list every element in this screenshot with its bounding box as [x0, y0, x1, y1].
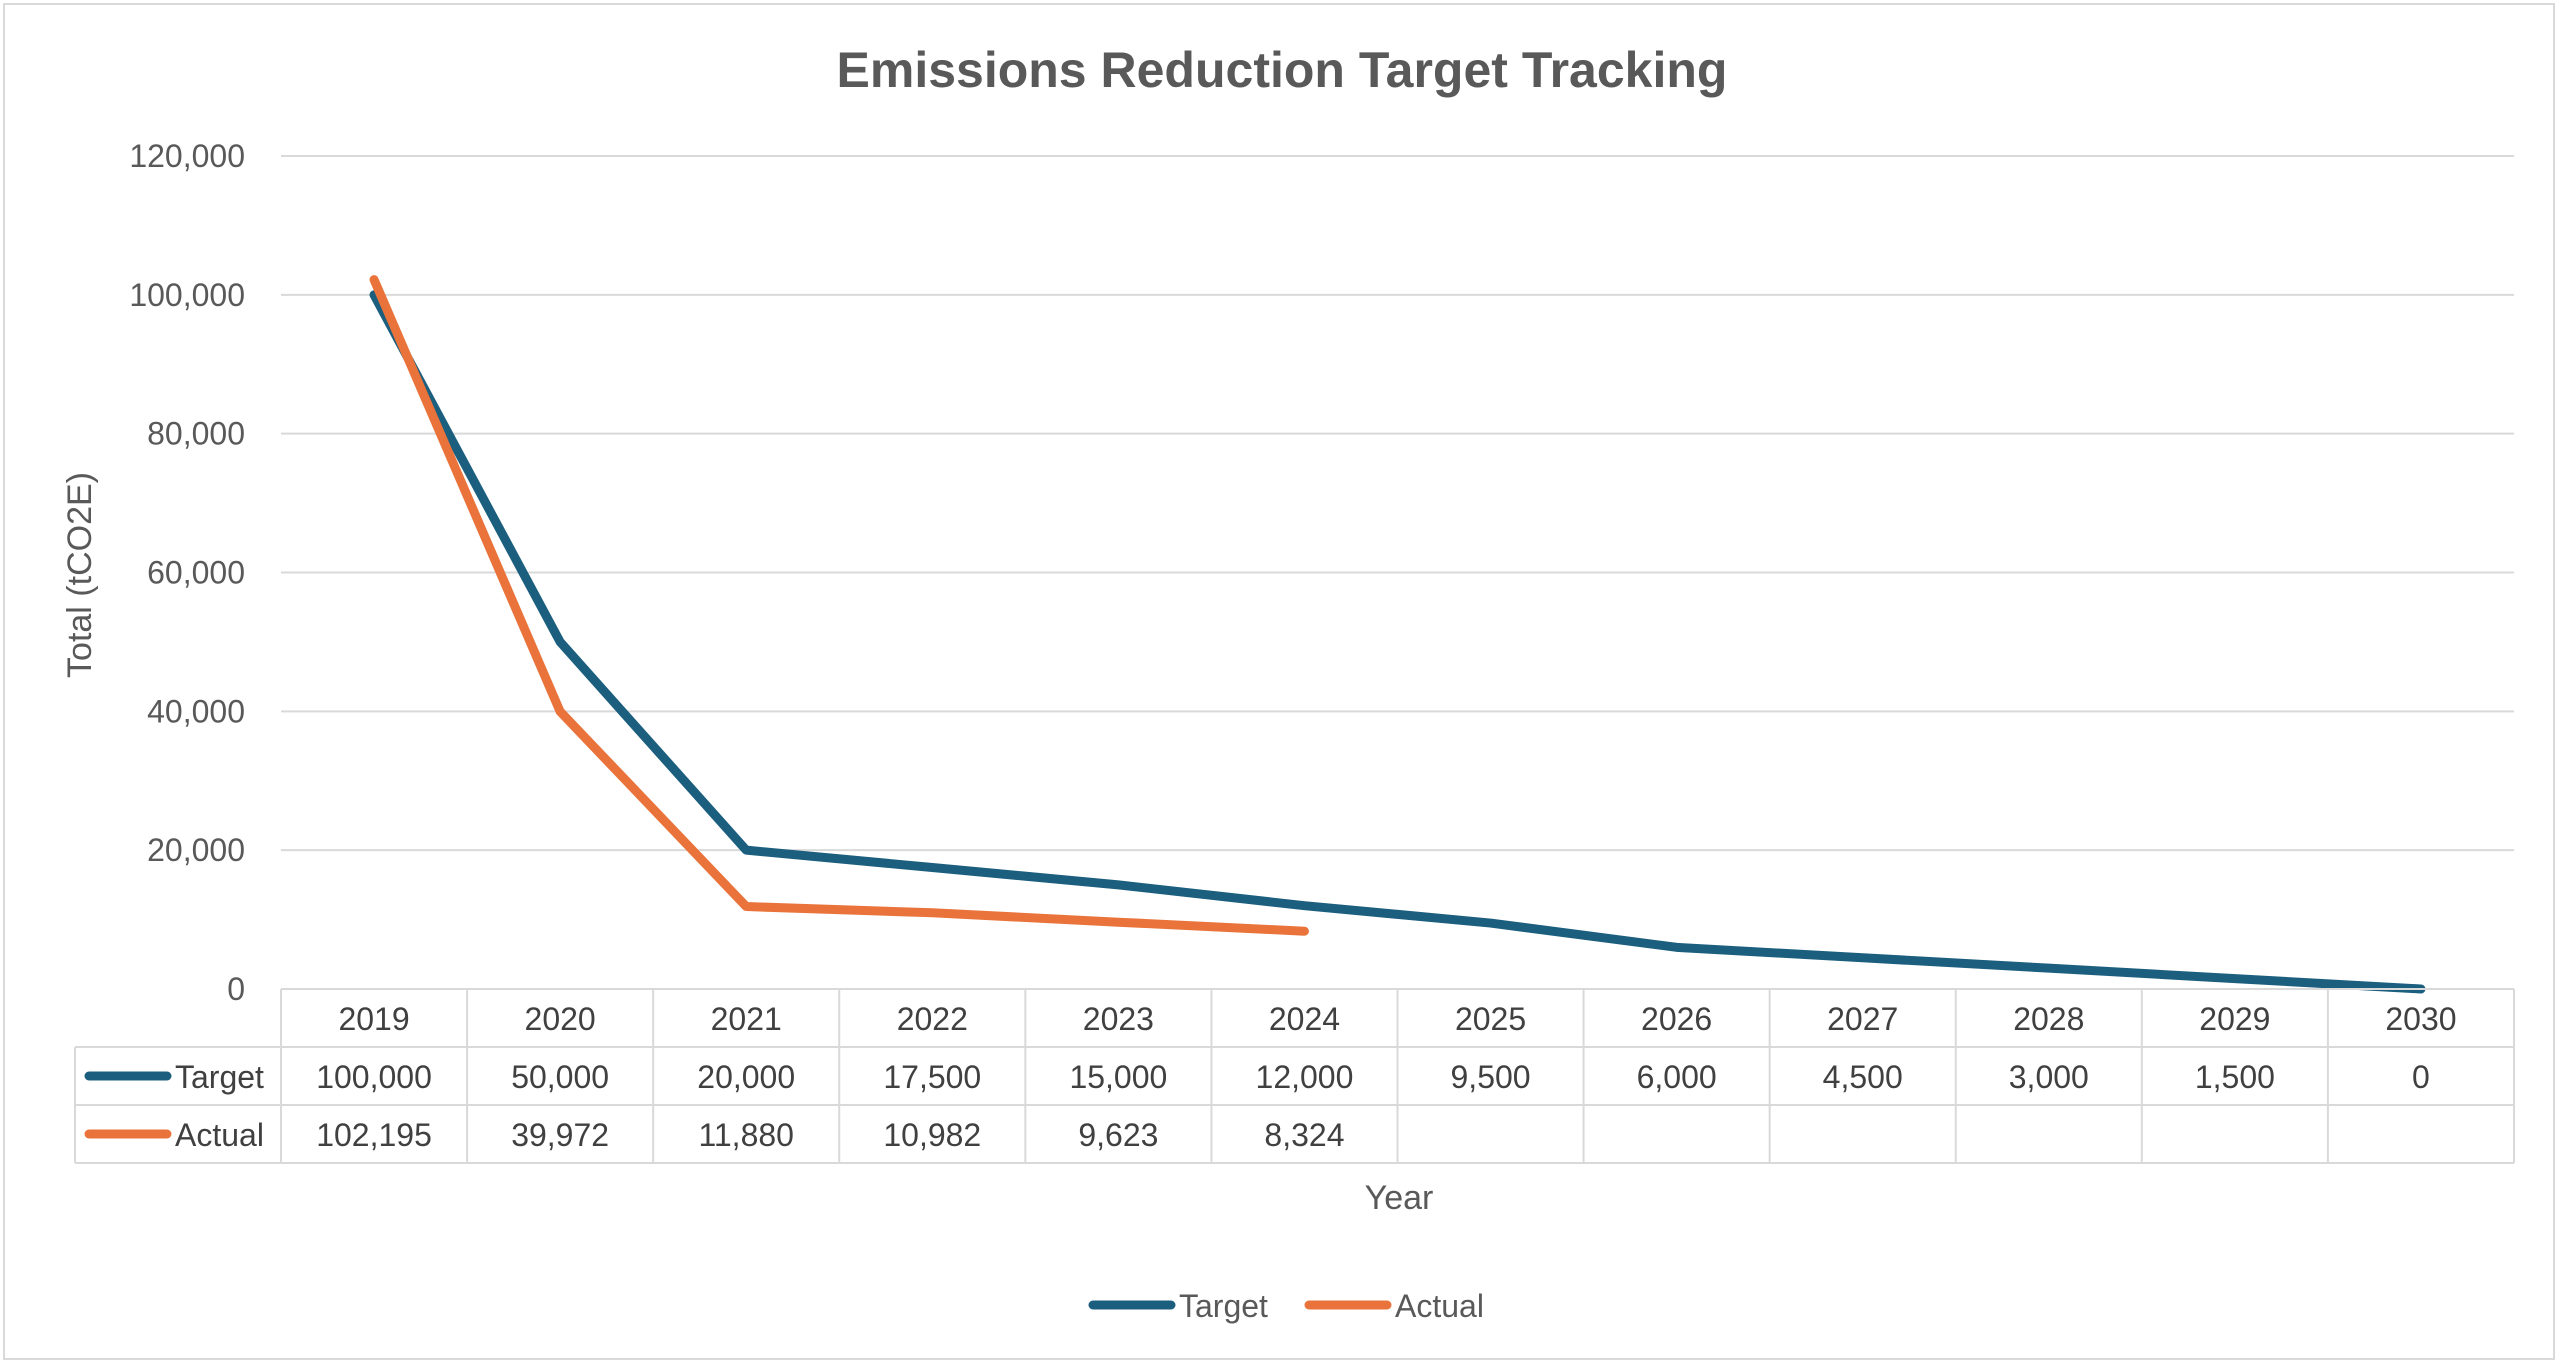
x-tick-label: 2022 — [897, 1001, 968, 1037]
data-label: 9,500 — [1451, 1059, 1531, 1095]
y-tick-label: 80,000 — [147, 416, 245, 452]
series-lines — [369, 275, 2426, 994]
x-axis-title: Year — [1365, 1179, 1434, 1217]
data-label: 4,500 — [1823, 1059, 1903, 1095]
data-label: 8,324 — [1264, 1117, 1344, 1153]
data-label: 20,000 — [697, 1059, 795, 1095]
data-label: 11,880 — [698, 1117, 794, 1153]
data-label: 12,000 — [1256, 1059, 1354, 1095]
data-label: 39,972 — [511, 1117, 609, 1153]
y-tick-label: 100,000 — [129, 277, 245, 313]
data-table: 2019 2020 2021 2022 2023 2024 2025 2026 2027 2028… — [74, 988, 2515, 1164]
x-tick-label: 2029 — [2199, 1001, 2270, 1037]
x-tick-label: 2021 — [711, 1001, 782, 1037]
x-tick-label: 2024 — [1269, 1001, 1340, 1037]
data-label: 15,000 — [1069, 1059, 1167, 1095]
data-label: 6,000 — [1637, 1059, 1717, 1095]
x-tick-label: 2019 — [338, 1001, 409, 1037]
y-tick-label: 60,000 — [147, 555, 245, 591]
x-tick-label: 2028 — [2013, 1001, 2084, 1037]
data-label: 1,500 — [2195, 1059, 2275, 1095]
x-tick-label: 2027 — [1827, 1001, 1898, 1037]
data-label: 0 — [2412, 1059, 2430, 1095]
legend-label: Target — [1179, 1288, 1268, 1324]
table-series-name: Target — [175, 1059, 264, 1095]
data-label: 50,000 — [511, 1059, 609, 1095]
y-tick-label: 0 — [227, 971, 245, 1007]
x-tick-label: 2026 — [1641, 1001, 1712, 1037]
y-tick-label: 40,000 — [147, 693, 245, 729]
table-series-name: Actual — [175, 1117, 264, 1153]
data-label: 102,195 — [316, 1117, 432, 1153]
chart-area: Emissions Reduction Target Tracking 0 20,… — [3, 3, 2555, 1360]
chart-title: Emissions Reduction Target Tracking — [837, 42, 1728, 98]
x-tick-label: 2020 — [525, 1001, 596, 1037]
data-label: 17,500 — [883, 1059, 981, 1095]
data-label: 10,982 — [883, 1117, 981, 1153]
y-tick-label: 120,000 — [129, 138, 245, 174]
y-tick-label: 20,000 — [147, 832, 245, 868]
y-axis-ticks: 0 20,000 40,000 60,000 80,000 100,000 120,000 — [129, 138, 245, 1007]
y-axis-title: Total (tCO2E) — [61, 472, 99, 678]
series-line-target — [369, 290, 2426, 994]
gridlines — [281, 155, 2514, 852]
data-label: 9,623 — [1078, 1117, 1158, 1153]
x-tick-label: 2025 — [1455, 1001, 1526, 1037]
legend: Target Actual — [1088, 1288, 1484, 1324]
x-tick-label: 2030 — [2385, 1001, 2456, 1037]
x-tick-label: 2023 — [1083, 1001, 1154, 1037]
data-label: 100,000 — [316, 1059, 432, 1095]
data-label: 3,000 — [2009, 1059, 2089, 1095]
line-chart: Emissions Reduction Target Tracking 0 20,… — [61, 42, 2515, 1324]
legend-label: Actual — [1395, 1288, 1484, 1324]
series-line-actual — [369, 275, 1309, 936]
